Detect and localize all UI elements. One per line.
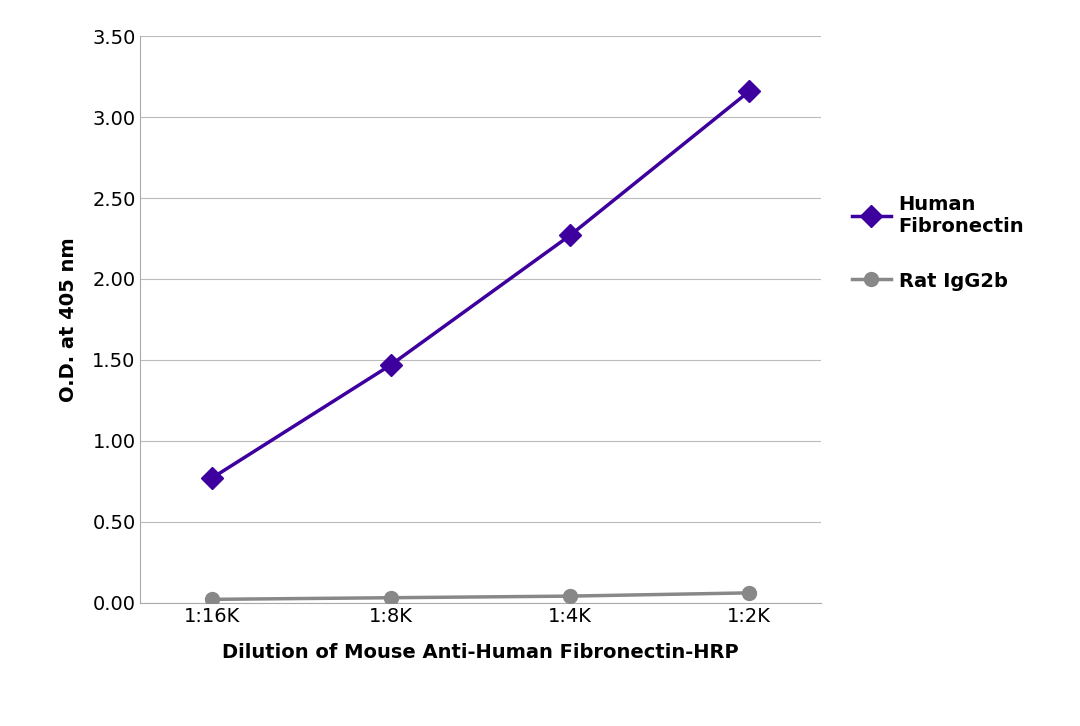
Human
Fibronectin: [564, 231, 577, 240]
Rat IgG2b: [743, 589, 756, 597]
Line: Human
Fibronectin: Human Fibronectin: [204, 83, 757, 486]
Rat IgG2b: [564, 592, 577, 600]
Human
Fibronectin: [743, 87, 756, 96]
X-axis label: Dilution of Mouse Anti-Human Fibronectin-HRP: Dilution of Mouse Anti-Human Fibronectin…: [222, 643, 739, 662]
Line: Rat IgG2b: Rat IgG2b: [205, 586, 756, 606]
Rat IgG2b: [205, 595, 218, 604]
Y-axis label: O.D. at 405 nm: O.D. at 405 nm: [59, 237, 78, 401]
Legend: Human
Fibronectin, Rat IgG2b: Human Fibronectin, Rat IgG2b: [845, 187, 1032, 298]
Human
Fibronectin: [384, 360, 397, 369]
Rat IgG2b: [384, 593, 397, 602]
Human
Fibronectin: [205, 473, 218, 482]
